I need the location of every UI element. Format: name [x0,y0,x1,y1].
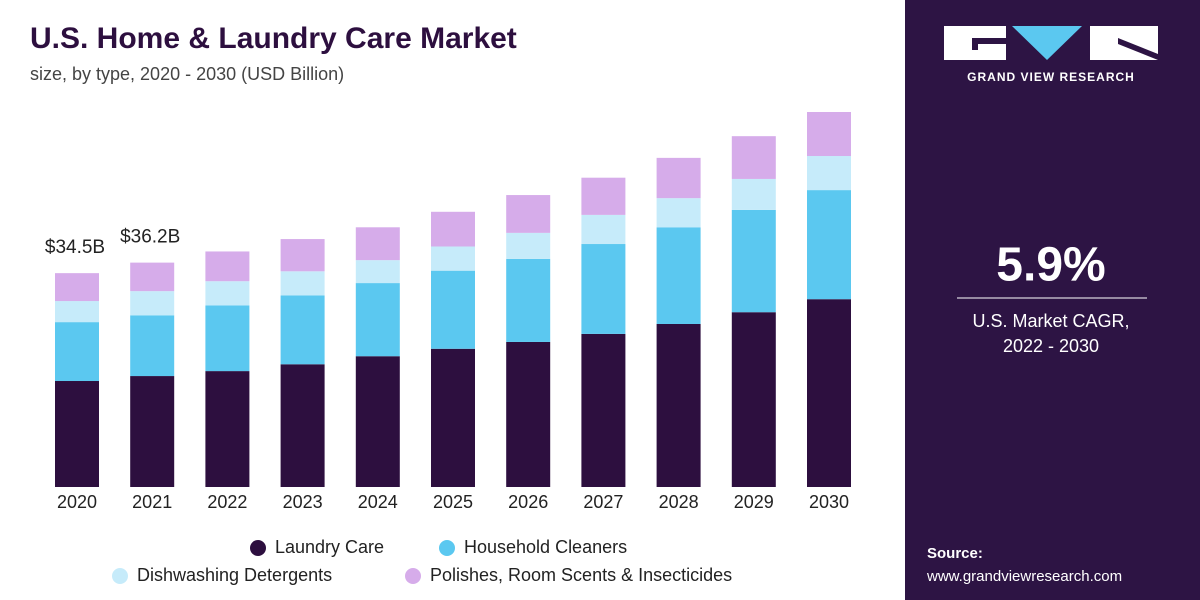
bar-segment [807,190,851,300]
source-url: www.grandviewresearch.com [926,568,1122,585]
bar-segment [205,281,250,306]
brand: GRAND VIEW RESEARCH [967,70,1135,84]
chart-title: U.S. Home & Laundry Care Market [30,22,517,55]
chart-subtitle: size, by type, 2020 - 2030 (USD Billion) [30,64,344,84]
legend-swatch [439,540,455,556]
legend-label: Household Cleaners [464,537,627,557]
bar-segment [130,291,175,316]
x-tick-label: 2023 [283,492,323,512]
x-tick-label: 2026 [508,492,548,512]
legend-swatch [112,568,128,584]
bar-segment [506,195,551,233]
bar-segment [431,348,475,487]
x-tick-label: 2021 [132,492,172,512]
bar-segment [656,227,701,324]
bar-segment [355,283,400,357]
bar-segment [807,156,851,191]
bar-segment [280,295,325,365]
side-panel [905,0,1200,600]
bar-segment [506,258,551,342]
bar-segment [55,301,99,323]
legend-swatch [405,568,421,584]
bar-segment [280,271,325,296]
bar-segment [130,376,175,487]
bar-segment [506,341,551,487]
cagr-label: U.S. Market CAGR, [972,311,1129,331]
bar-segment [731,312,776,487]
bar-segment [581,177,626,215]
bar-segment [280,239,325,272]
bar-segment [205,251,250,282]
bar-segment [581,244,626,334]
source-label: Source: [927,545,983,562]
x-tick-label: 2020 [57,492,97,512]
bar-segment [431,270,475,349]
legend-label: Laundry Care [275,537,384,557]
bar-segment [731,209,776,313]
bar-segment [130,262,175,292]
bar-segment [506,232,551,259]
bar-segment [130,315,175,377]
bar-segment [431,211,475,247]
bar-segment [355,356,400,487]
total-label: $34.5B [45,237,105,258]
x-tick-label: 2025 [433,492,473,512]
bar-segment [55,273,99,302]
x-tick-label: 2027 [583,492,623,512]
bar-segment [280,364,325,487]
bar-segment [55,381,99,487]
total-label: $36.2B [120,227,180,248]
x-tick-label: 2029 [734,492,774,512]
legend-label: Polishes, Room Scents & Insecticides [430,565,732,585]
bar-segment [656,198,701,228]
bar-segment [731,178,776,210]
x-tick-label: 2028 [659,492,699,512]
x-tick-label: 2022 [207,492,247,512]
bar-segment [431,246,475,271]
cagr-value: 5.9% [996,239,1105,292]
bar-segment [731,136,776,179]
bar-segment [205,305,250,372]
bar-segment [355,227,400,261]
bar-segment [807,299,851,487]
bar-segment [807,112,851,157]
x-tick-label: 2024 [358,492,398,512]
bar-segment [55,322,99,382]
bar-segment [355,260,400,284]
legend-swatch [250,540,266,556]
x-tick-label: 2030 [809,492,849,512]
bar-segment [205,371,250,487]
bar-segment [581,333,626,487]
bar-segment [656,323,701,487]
bar-segment [581,214,626,245]
bar-segment [656,157,701,199]
cagr-period: 2022 - 2030 [1003,336,1099,356]
logo [944,26,1158,60]
legend-label: Dishwashing Detergents [137,565,332,585]
